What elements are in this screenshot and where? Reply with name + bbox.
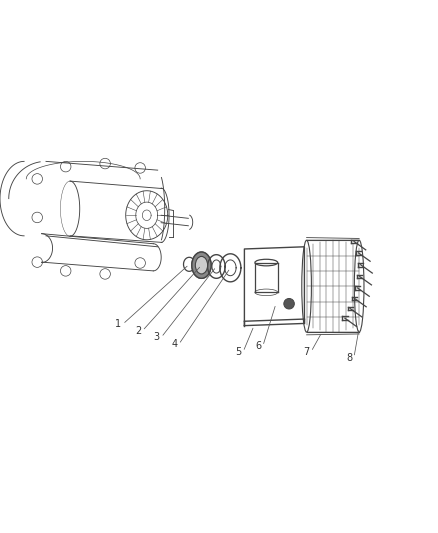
Text: 2: 2 — [135, 326, 141, 336]
Text: 5: 5 — [236, 347, 242, 357]
Text: 8: 8 — [346, 353, 353, 362]
Circle shape — [284, 298, 294, 309]
Text: 1: 1 — [115, 319, 121, 329]
Text: 7: 7 — [304, 347, 310, 357]
Text: 3: 3 — [154, 333, 160, 343]
Ellipse shape — [192, 252, 211, 278]
Text: 4: 4 — [171, 340, 177, 350]
Ellipse shape — [195, 256, 208, 274]
Text: 6: 6 — [255, 341, 261, 351]
